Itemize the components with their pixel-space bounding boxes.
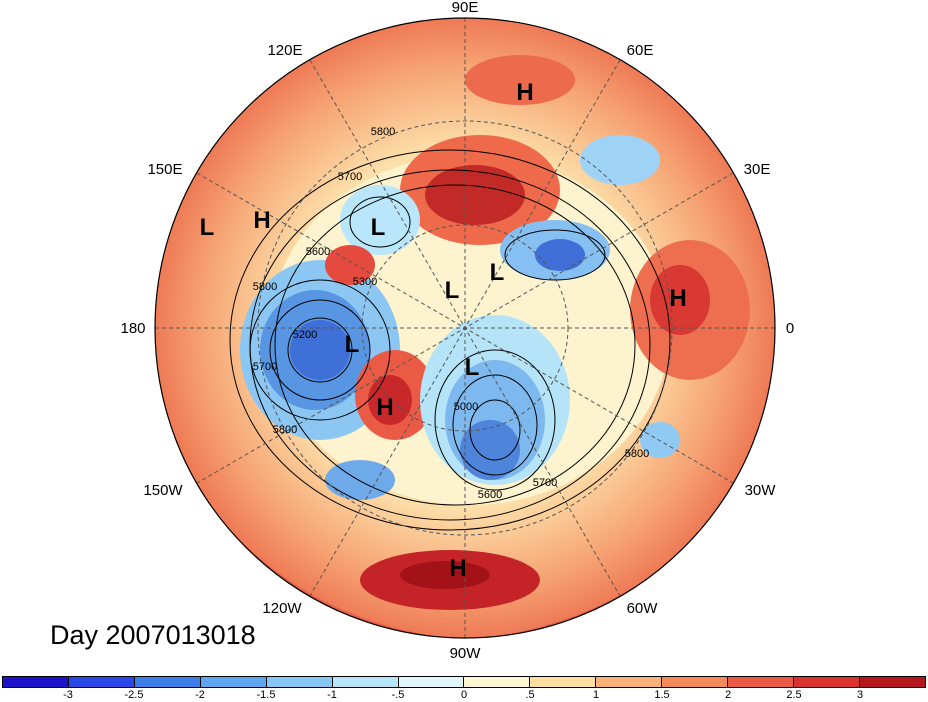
colorbar-swatch [794,677,860,687]
colorbar-tick-label: 1 [592,689,600,701]
colorbar-swatch [859,677,925,687]
lon-label: 60W [627,600,659,617]
colorbar-swatch [332,677,399,687]
colorbar-tick-label: -2 [195,689,205,701]
contour-labels: 5800 5700 5600 5300 5800 5200 5700 5800 … [253,126,649,501]
graticule [155,18,775,638]
contour-label: 5700 [533,477,557,489]
colorbar-tick-label: -1 [327,689,337,701]
contour-label: 5300 [353,276,377,288]
colorbar-swatch [398,677,465,687]
lon-label: 180 [120,320,145,337]
lon-label: 120E [267,42,302,59]
colorbar-tick-label: 1.5 [654,689,670,701]
colorbar-swatch [266,677,333,687]
colorbar-swatch [662,677,729,687]
colorbar-tick-label: -1.5 [256,689,276,701]
colorbar-tick-label: -.5 [391,689,405,701]
colorbar-tick-label: 3 [856,689,864,701]
contour-label: 5600 [478,489,502,501]
low-center: L [371,214,386,241]
contour-label: 5800 [253,281,277,293]
lon-label: 120W [262,600,302,617]
lon-label: 30E [744,161,771,178]
pressure-centers: H H H H H H L L L L L L L [200,79,687,582]
colorbar-swatch [200,677,267,687]
lon-label: 90E [452,0,479,16]
colorbar-tick-label: 0 [460,689,468,701]
colorbar-swatch [3,677,69,687]
colorbar-tick-label: -3 [63,689,73,701]
lon-label: 60E [627,42,654,59]
high-center: H [253,207,270,234]
contour-label: 5600 [306,246,330,258]
colorbar-swatch [134,677,201,687]
high-center: H [376,394,393,421]
height-contours [229,149,671,531]
lon-label: 30W [745,482,777,499]
colorbar-swatch [464,677,531,687]
longitude-labels: 90E 60E 30E 0 30W 60W 90W 120W 150W 180 … [120,0,794,662]
colorbar [2,676,926,688]
colorbar-tick-labels: -3 -2.5 -2 -1.5 -1 -.5 0 .5 1 1.5 2 2.5 3 [2,689,926,702]
lon-label: 150E [147,161,182,178]
map-title: Day 2007013018 [50,620,256,650]
colorbar-swatch [728,677,795,687]
low-center: L [200,214,215,241]
high-center: H [669,285,686,312]
colorbar-tick-label: .5 [525,689,535,701]
low-center: L [490,259,505,286]
colorbar-tick-label: 2 [724,689,732,701]
high-center: H [449,555,466,582]
colorbar-swatch [530,677,597,687]
colorbar-swatch [68,677,135,687]
contour-label: 5800 [371,126,395,138]
lon-label: 0 [786,320,794,337]
lon-label: 150W [143,482,183,499]
contour-label: 5200 [293,329,317,341]
low-center: L [345,331,360,358]
contour-label: 5700 [338,171,362,183]
colorbar-swatch [596,677,663,687]
map-boundary [154,17,776,639]
colorbar-tick-label: -2.5 [124,689,144,701]
contour-label: 5800 [273,424,297,436]
contour-label: 5700 [253,361,277,373]
lon-label: 90W [450,645,482,662]
contour-label: 5800 [625,448,649,460]
low-center: L [465,354,480,381]
low-center: L [445,277,460,304]
high-center: H [516,79,533,106]
colorbar-tick-label: 2.5 [786,689,802,701]
contour-label: 5000 [454,401,478,413]
